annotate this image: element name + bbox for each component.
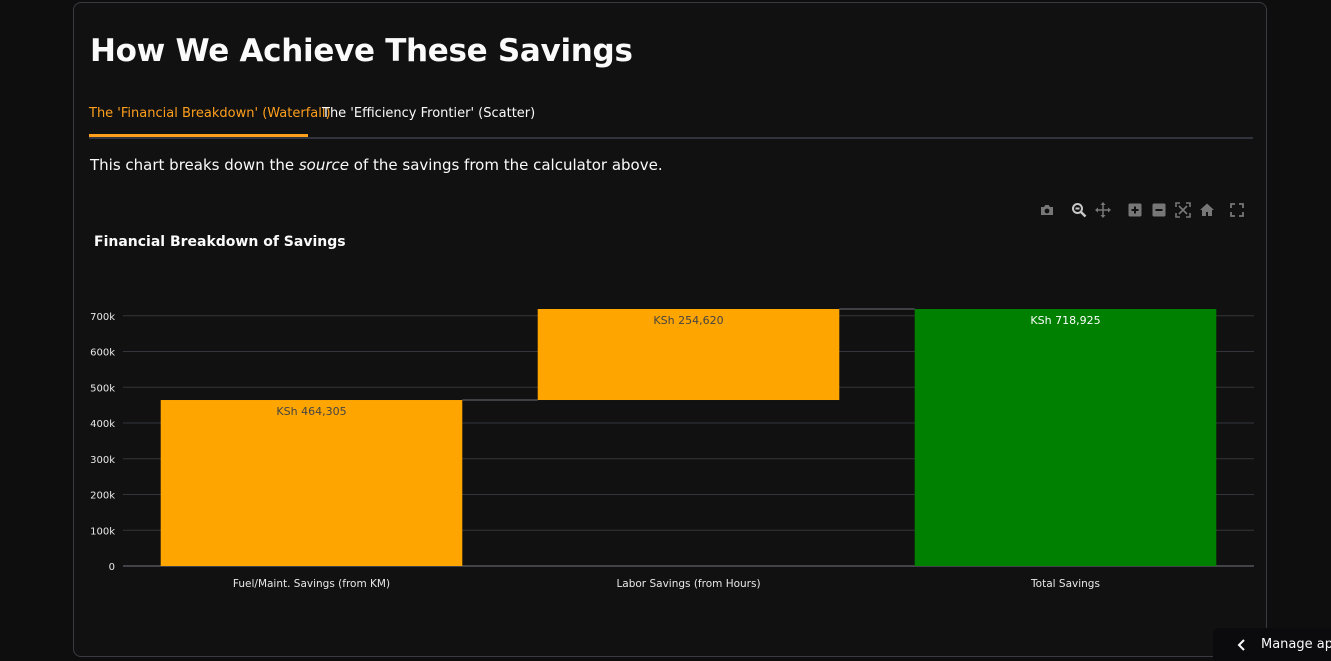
bar-data-label: KSh 718,925 [1030, 314, 1100, 327]
x-tick-label: Total Savings [1030, 578, 1100, 590]
chart-svg: Financial Breakdown of Savings 0 100k 200k 3… [90, 234, 1254, 590]
y-tick-label: 200k [90, 491, 115, 502]
zoom-out-icon[interactable] [1151, 202, 1167, 218]
chart-modebar [74, 202, 1266, 222]
chart-title: Financial Breakdown of Savings [94, 234, 346, 250]
bar-data-label: KSh 464,305 [276, 405, 346, 418]
waterfall-bar [160, 400, 463, 566]
page-title: How We Achieve These Savings [90, 33, 633, 69]
bar-data-label: KSh 254,620 [653, 314, 723, 327]
zoom-in-icon[interactable] [1127, 202, 1143, 218]
y-tick-label: 400k [90, 419, 115, 430]
y-tick-label: 300k [90, 455, 115, 466]
chevron-left-icon [1237, 638, 1247, 651]
y-tick-label: 0 [109, 562, 115, 573]
tab-financial-breakdown[interactable]: The 'Financial Breakdown' (Waterfall) [89, 106, 331, 121]
pan-icon[interactable] [1095, 202, 1111, 218]
waterfall-chart: Financial Breakdown of Savings 0 100k 200k 3… [74, 223, 1268, 623]
chart-description: This chart breaks down the source of the… [90, 156, 663, 174]
fullscreen-icon[interactable] [1229, 202, 1245, 218]
autoscale-icon[interactable] [1175, 202, 1191, 218]
waterfall-bar [914, 309, 1217, 566]
tab-bar: The 'Financial Breakdown' (Waterfall) Th… [89, 103, 1253, 139]
chart-card: How We Achieve These Savings The 'Financ… [73, 2, 1267, 657]
camera-icon[interactable] [1039, 202, 1055, 218]
manage-app-label: Manage app [1261, 637, 1331, 652]
source-emphasis: source [298, 156, 350, 174]
active-tab-indicator [89, 134, 308, 137]
manage-app-button[interactable]: Manage app [1213, 628, 1331, 661]
y-tick-label: 100k [90, 526, 115, 537]
x-tick-label: Fuel/Maint. Savings (from KM) [233, 578, 390, 590]
zoom-icon[interactable] [1071, 202, 1087, 218]
reset-axes-icon[interactable] [1199, 202, 1215, 218]
waterfall-bar [537, 309, 840, 401]
y-tick-label: 500k [90, 383, 115, 394]
tab-efficiency-frontier[interactable]: The 'Efficiency Frontier' (Scatter) [322, 106, 536, 121]
x-tick-label: Labor Savings (from Hours) [616, 578, 760, 590]
y-tick-label: 700k [90, 312, 115, 323]
y-tick-label: 600k [90, 348, 115, 359]
